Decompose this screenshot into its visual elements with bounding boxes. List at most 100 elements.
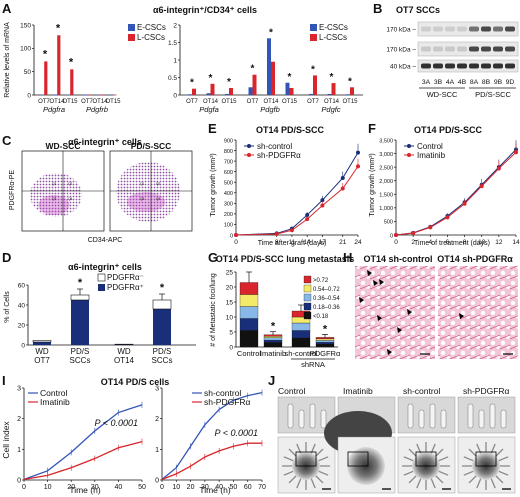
x-tick-label: 20 xyxy=(187,484,195,491)
panel-i-xlabel-right: Time (h) xyxy=(199,485,230,495)
legend-swatch xyxy=(303,275,312,284)
data-point xyxy=(289,228,294,233)
y-tick-label: 500 xyxy=(224,181,233,187)
p-value: P < 0.0001 xyxy=(215,428,258,438)
quadrant-label: Q1 xyxy=(140,182,144,186)
panel-d: D α6-integrin⁺ cells % of Cells 0 20 40 60 W… xyxy=(2,250,196,365)
panel-h-label: H xyxy=(343,250,352,265)
panel-a-right-chart: 0 0.5 1 1.5 2 * OT7 * OT14 * OT15 * OT7 * OT14 * OT15 * OT… xyxy=(168,22,363,114)
x-tick-label: sh-control xyxy=(285,349,318,358)
inset-image xyxy=(457,396,516,434)
blot-band xyxy=(457,46,467,52)
x-tick-label: 20 xyxy=(67,484,75,491)
panel-a-title: α6-integrin⁺/CD34⁺ cells xyxy=(153,5,257,15)
panel-a: A α6-integrin⁺/CD34⁺ cells Relative leve… xyxy=(2,1,363,114)
cell-population xyxy=(116,162,180,222)
x-tick-label: 40 xyxy=(215,484,223,491)
data-point xyxy=(305,217,310,222)
blot-band xyxy=(433,26,443,32)
significance-star: * xyxy=(56,22,61,34)
bar-l-cscs xyxy=(350,87,354,95)
y-tick-label: 2 xyxy=(155,416,159,423)
panel-j-label: J xyxy=(268,373,275,388)
series-line-1 xyxy=(23,441,143,481)
legend-label: <0.18 xyxy=(313,314,329,320)
blot-band xyxy=(433,46,443,52)
y-tick-label: 1,000 xyxy=(379,206,393,212)
bar-e-cscs xyxy=(309,93,313,95)
blot-band xyxy=(493,46,503,52)
blot-band xyxy=(493,26,503,32)
x-tick-label: 6 xyxy=(446,239,450,246)
y-tick-label: 10 xyxy=(226,314,234,321)
arrowhead xyxy=(367,270,372,276)
panel-g-ylabel: # of Metastatic foci/lung xyxy=(210,273,217,347)
x-tick-label: 10 xyxy=(44,484,52,491)
zoom-box xyxy=(347,451,369,467)
group-label: OT7 xyxy=(34,356,50,365)
zoom-box xyxy=(475,451,497,467)
mw-marker: 170 kDa – xyxy=(386,47,416,54)
panel-d-label: D xyxy=(2,250,11,265)
blot-band xyxy=(457,26,467,32)
bar-e-cscs xyxy=(346,94,350,96)
panel-h-caption-1: OT14 sh-control xyxy=(363,254,432,264)
bar-l-cscs xyxy=(210,83,215,95)
quadrant-label: Q1 xyxy=(52,182,56,186)
panel-c-xlabel: CD34-APC xyxy=(88,237,123,244)
data-point xyxy=(274,231,279,236)
x-tick-label: OT7 xyxy=(307,99,319,105)
lane-label: 4A xyxy=(446,79,455,86)
panel-b-title: OT7 SCCs xyxy=(396,5,440,15)
arrowhead xyxy=(387,349,392,355)
legend-swatch xyxy=(97,273,106,282)
bar-l-cscs xyxy=(313,75,317,95)
bar-e-cscs xyxy=(267,38,271,95)
x-tick-label: OT15 xyxy=(105,99,121,105)
significance-star: * xyxy=(190,78,194,89)
arrowhead xyxy=(373,280,378,286)
x-tick-label: OT15 xyxy=(221,99,237,105)
x-tick-label: 24 xyxy=(354,239,362,246)
bar-e-cscs xyxy=(54,94,58,96)
mw-marker: 170 kDa – xyxy=(386,27,416,34)
y-tick-label: 1.5 xyxy=(168,40,177,47)
y-tick-label: 900 xyxy=(224,138,233,144)
y-tick-label: 1,500 xyxy=(379,193,393,199)
blot-band xyxy=(457,63,467,69)
panel-f: F OT14 PD/S-SCC Tumor growth (mm³) Time … xyxy=(368,121,520,247)
bar-pdgfra-pos xyxy=(153,309,171,345)
x-tick-label: Control xyxy=(237,349,262,358)
series-line-0 xyxy=(395,149,517,236)
blot-band xyxy=(481,63,491,69)
bar-e-cscs xyxy=(327,93,332,95)
data-point xyxy=(356,150,360,155)
bar-l-cscs xyxy=(192,88,196,95)
blot-band xyxy=(421,46,431,52)
legend-label: L-CSCs xyxy=(319,33,347,42)
x-tick-label: OT14 xyxy=(203,99,219,105)
metastasis-arrowheads xyxy=(359,270,513,355)
legend-marker xyxy=(407,144,411,148)
panel-c-title: α6-integrin⁺ cells xyxy=(68,137,142,147)
panel-e-ylabel: Tumor growth (mm³) xyxy=(210,153,217,217)
significance-star: * xyxy=(251,64,255,75)
panel-e-chart: 0 100 200 300 400 500 600 700 800 900 0 8 11 14 17 21 24… xyxy=(224,138,362,246)
significance-star: * xyxy=(311,64,315,75)
bar-l-cscs xyxy=(100,94,104,96)
x-tick-label: OT7 xyxy=(247,99,259,105)
y-tick-label: 150 xyxy=(20,22,31,29)
x-tick-label: PD/S xyxy=(153,347,172,356)
panel-d-ylabel: % of Cells xyxy=(4,291,11,323)
legend-label: Imatinib xyxy=(417,151,446,160)
lane-label: 9D xyxy=(506,79,515,86)
bar-e-cscs xyxy=(248,87,253,95)
significance-star: * xyxy=(269,27,273,38)
series-line-1 xyxy=(161,442,262,480)
y-tick-label: 2 xyxy=(173,22,177,29)
bar-l-cscs xyxy=(289,88,294,95)
bar-e-cscs xyxy=(67,94,71,96)
panel-h: H OT14 sh-control OT14 sh-PDGFRα xyxy=(343,250,518,359)
arrowhead xyxy=(359,297,364,303)
